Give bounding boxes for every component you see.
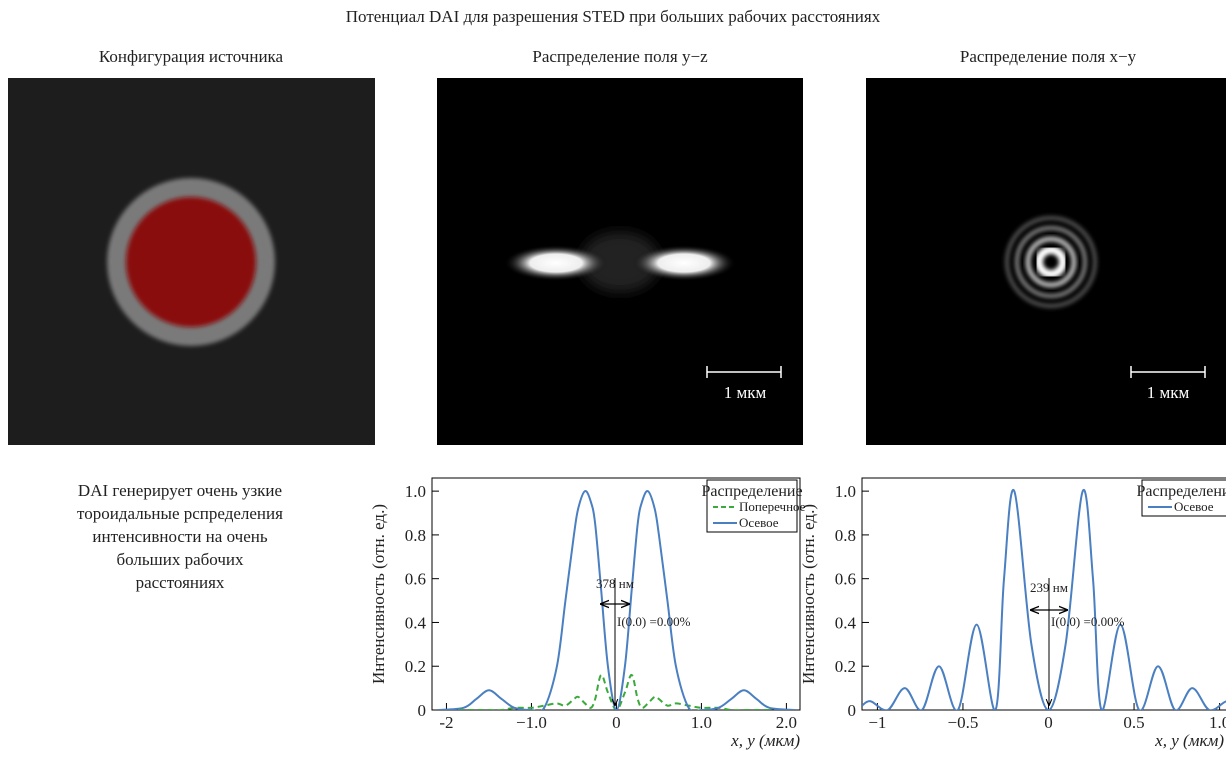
y-tick-label: 0 xyxy=(848,701,857,720)
x-tick-label: 1.0 xyxy=(691,713,712,732)
y-tick-label: 1.0 xyxy=(405,482,426,501)
y-axis-label: Интенсивность (отн. ед.) xyxy=(369,504,388,684)
x-tick-label: −1.0 xyxy=(516,713,547,732)
legend-label: Осевое xyxy=(1174,499,1214,514)
legend-box xyxy=(1141,479,1226,517)
y-tick-label: 0.6 xyxy=(405,570,426,589)
x-tick-label: 0 xyxy=(612,713,621,732)
description-line: больших рабочих xyxy=(116,550,244,569)
description-line: DAI генерирует очень узкие xyxy=(78,481,282,500)
x-tick-label: 1.0 xyxy=(1209,713,1226,732)
y-tick-label: 0.8 xyxy=(835,526,856,545)
panel-title: Распределение поля x−y xyxy=(960,47,1137,66)
y-tick-label: 1.0 xyxy=(835,482,856,501)
description-line: тороидальные рспределения xyxy=(77,504,283,523)
y-tick-label: 0.2 xyxy=(835,657,856,676)
y-tick-label: 0.6 xyxy=(835,570,856,589)
x-tick-label: -2 xyxy=(439,713,453,732)
legend-label: Осевое xyxy=(739,515,779,530)
field-image-xy xyxy=(866,78,1226,445)
legend-label: Поперечное xyxy=(739,499,806,514)
x-tick-label: 2.0 xyxy=(776,713,797,732)
source-image xyxy=(8,78,375,445)
description-line: интенсивности на очень xyxy=(92,527,267,546)
legend-title: Распределение xyxy=(1136,483,1226,500)
x-tick-label: 0.5 xyxy=(1123,713,1144,732)
y-axis-label: Интенсивность (отн. ед.) xyxy=(799,504,818,684)
x-axis-label: x, y (мкм) xyxy=(1154,731,1224,750)
y-tick-label: 0.4 xyxy=(835,613,857,632)
y-tick-label: 0.4 xyxy=(405,613,427,632)
x-tick-label: 0 xyxy=(1044,713,1053,732)
x-axis-label: x, y (мкм) xyxy=(730,731,800,750)
x-tick-label: −1 xyxy=(868,713,886,732)
series-line xyxy=(437,490,795,710)
scale-bar-label: 1 мкм xyxy=(1147,383,1190,402)
y-tick-label: 0.8 xyxy=(405,526,426,545)
y-tick-label: 0 xyxy=(418,701,427,720)
panel-title: Распределение поля y−z xyxy=(532,47,708,66)
y-tick-label: 0.2 xyxy=(405,657,426,676)
annotation: I(0.0) =0.00% xyxy=(617,614,691,629)
scale-bar-label: 1 мкм xyxy=(724,383,767,402)
series-line xyxy=(437,673,795,710)
panel-title: Конфигурация источника xyxy=(99,47,284,66)
x-tick-label: −0.5 xyxy=(948,713,979,732)
series-line xyxy=(862,488,1226,710)
figure-title: Потенциал DAI для разрешения STED при бо… xyxy=(346,7,881,26)
field-image-yz xyxy=(437,78,803,445)
annotation: I(0.0) =0.00% xyxy=(1051,614,1125,629)
legend-title: Распределение xyxy=(701,483,802,500)
description-line: расстояниях xyxy=(136,573,225,592)
